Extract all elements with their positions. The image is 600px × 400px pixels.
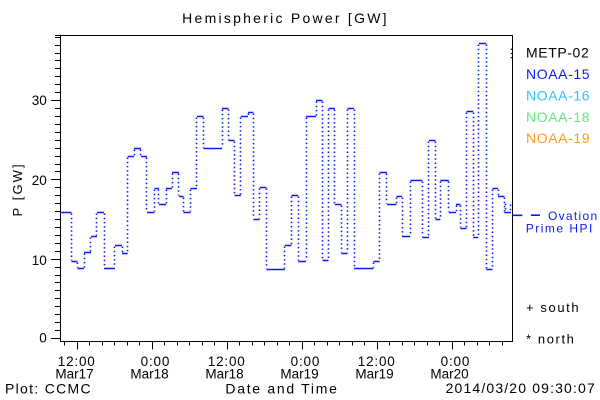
svg-text:NOAA-15: NOAA-15 bbox=[526, 66, 590, 82]
svg-text:Mar19: Mar19 bbox=[355, 367, 393, 382]
svg-text:Mar18: Mar18 bbox=[130, 367, 168, 382]
svg-text:2014/03/20 09:30:07: 2014/03/20 09:30:07 bbox=[446, 380, 596, 396]
svg-text:Prime HPI: Prime HPI bbox=[526, 221, 594, 235]
svg-text:12:00: 12:00 bbox=[58, 354, 96, 369]
svg-text:Ovation: Ovation bbox=[548, 209, 598, 223]
svg-text:30: 30 bbox=[32, 93, 47, 108]
svg-text:P [GW]: P [GW] bbox=[10, 162, 25, 216]
svg-text:Mar18: Mar18 bbox=[205, 367, 243, 382]
svg-text:20: 20 bbox=[32, 173, 47, 188]
svg-text:0:00: 0:00 bbox=[441, 354, 470, 369]
svg-text:12:00: 12:00 bbox=[358, 354, 396, 369]
svg-text:0:00: 0:00 bbox=[291, 354, 320, 369]
svg-text:Mar17: Mar17 bbox=[55, 367, 93, 382]
svg-text:10: 10 bbox=[32, 253, 47, 268]
svg-text:Plot: CCMC: Plot: CCMC bbox=[5, 381, 92, 397]
svg-text:+ south: + south bbox=[526, 300, 580, 315]
svg-text:NOAA-16: NOAA-16 bbox=[526, 87, 590, 103]
svg-text:METP-02: METP-02 bbox=[526, 45, 589, 61]
svg-text:Mar20: Mar20 bbox=[430, 367, 468, 382]
svg-text:* north: * north bbox=[526, 332, 576, 347]
svg-text:NOAA-18: NOAA-18 bbox=[526, 109, 590, 125]
svg-text:Date and Time: Date and Time bbox=[225, 381, 338, 397]
svg-text:Hemispheric Power [GW]: Hemispheric Power [GW] bbox=[182, 10, 389, 26]
svg-text:0:00: 0:00 bbox=[141, 354, 170, 369]
svg-text:12:00: 12:00 bbox=[208, 354, 246, 369]
svg-text:0: 0 bbox=[39, 331, 47, 346]
svg-text:Mar19: Mar19 bbox=[280, 367, 318, 382]
svg-text:NOAA-19: NOAA-19 bbox=[526, 130, 590, 146]
